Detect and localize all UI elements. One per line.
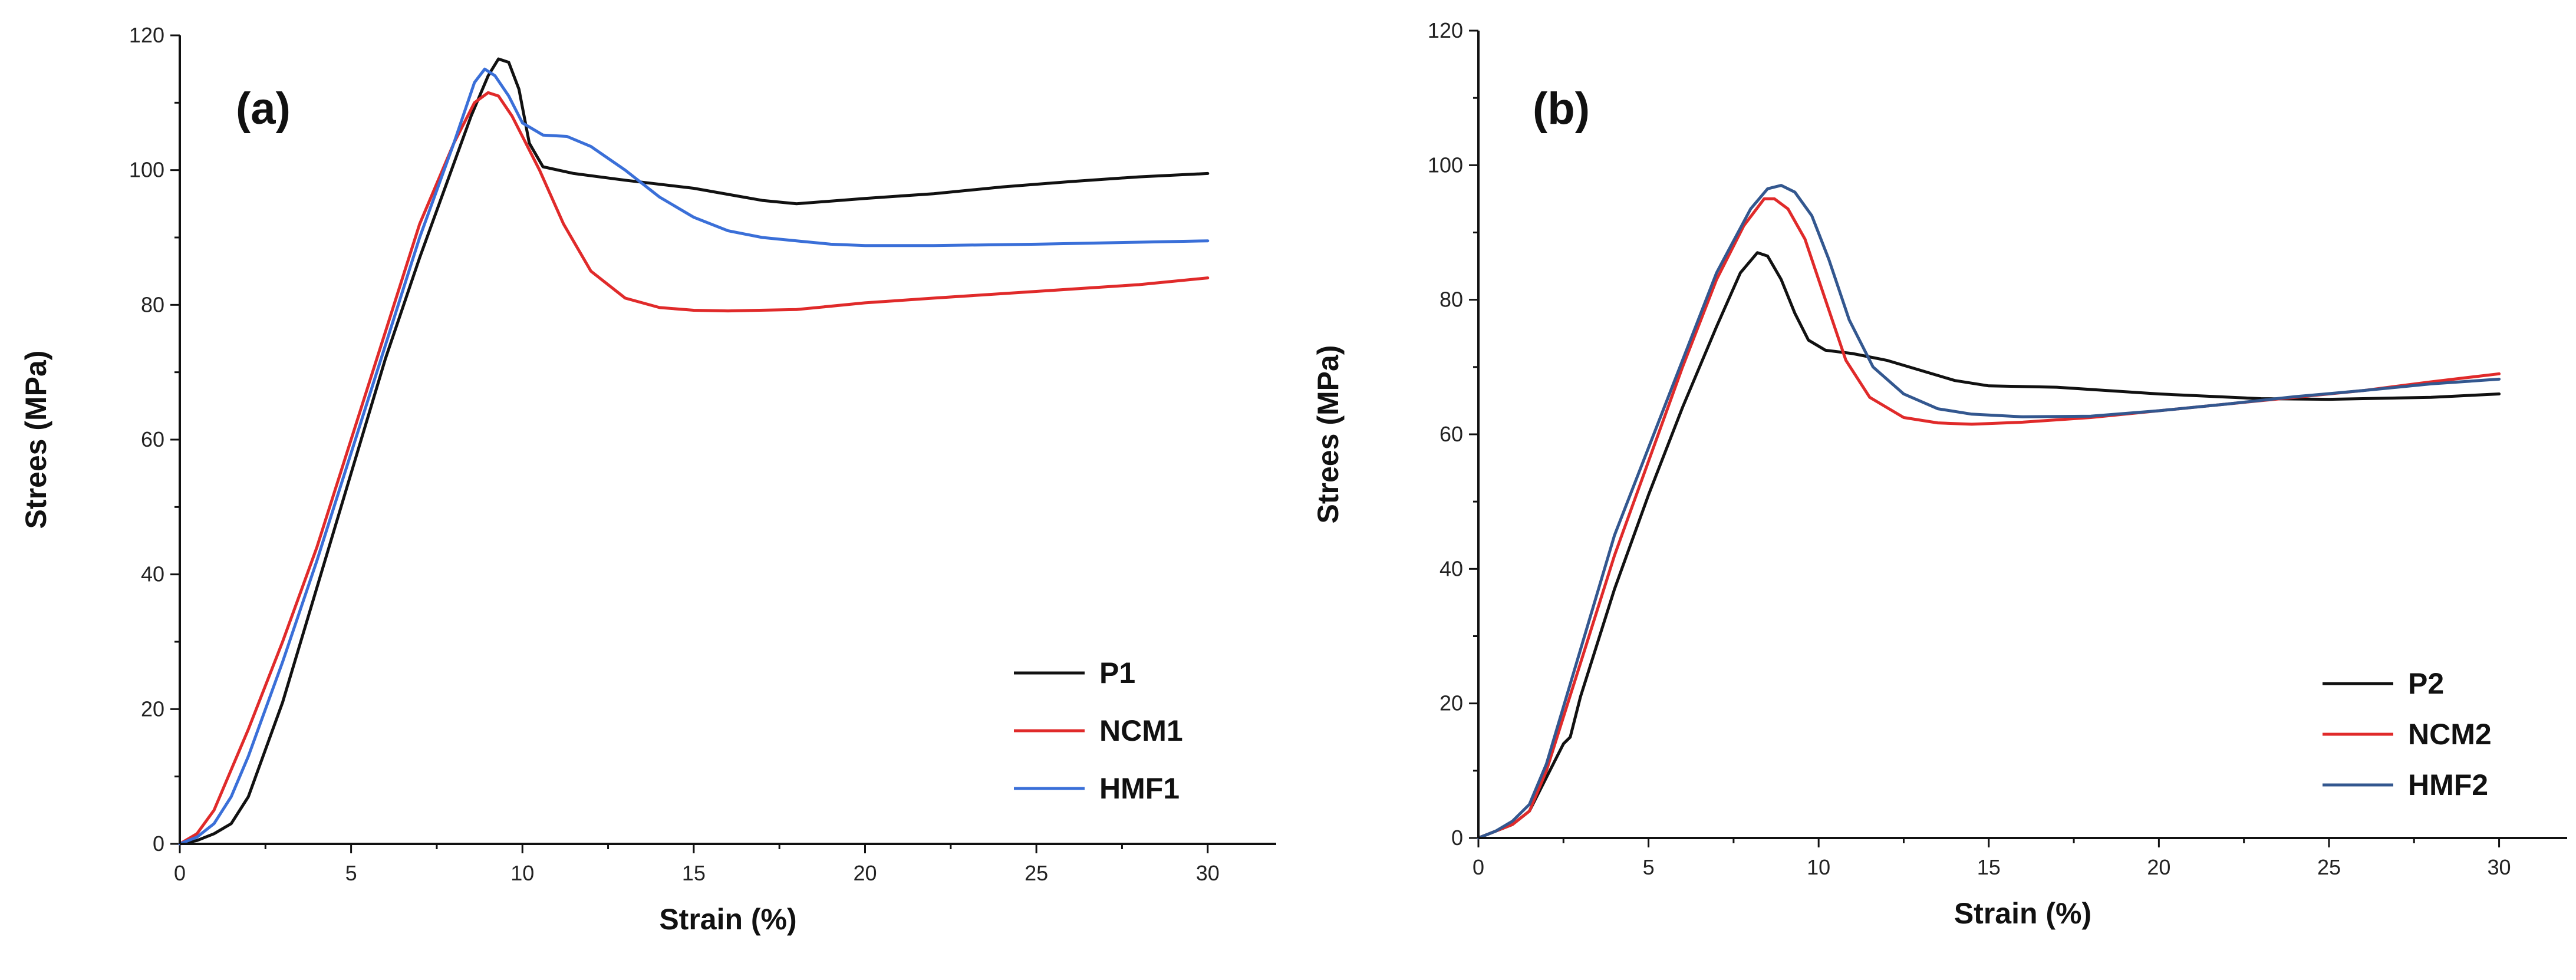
series-line-ncm2 — [1477, 197, 2501, 840]
y-tick-label: 100 — [129, 158, 164, 182]
y-tick-label: 40 — [1439, 556, 1463, 580]
y-tick-label: 60 — [141, 427, 164, 451]
x-tick-label: 25 — [1025, 861, 1048, 885]
x-tick-label: 30 — [1196, 861, 1220, 885]
x-axis-ticks: 0 5 10 15 20 25 30 — [1473, 838, 2511, 879]
x-tick-label: 30 — [2488, 855, 2511, 879]
x-tick-label: 20 — [2147, 855, 2170, 879]
y-axis-label: Strees (MPa) — [19, 351, 52, 529]
series-line-p1 — [178, 57, 1210, 846]
x-tick-label: 15 — [682, 861, 706, 885]
y-tick-label: 20 — [141, 697, 164, 721]
series-line-hmf1 — [178, 67, 1210, 846]
panel-label: (a) — [236, 84, 291, 134]
x-tick-label: 0 — [1473, 855, 1484, 879]
x-tick-label: 0 — [174, 861, 186, 885]
x-tick-label: 15 — [1977, 855, 2001, 879]
series-line-ncm1 — [178, 91, 1210, 846]
y-tick-label: 80 — [1439, 288, 1463, 312]
y-tick-label: 60 — [1439, 422, 1463, 446]
x-tick-label: 25 — [2317, 855, 2341, 879]
y-tick-label: 40 — [141, 562, 164, 586]
y-tick-label: 120 — [1428, 18, 1463, 42]
legend: P2 NCM2 HMF2 — [2323, 667, 2492, 801]
series-line-hmf2 — [1477, 184, 2501, 840]
legend-label-p2: P2 — [2408, 667, 2444, 700]
x-tick-label: 5 — [345, 861, 357, 885]
legend-label-ncm1: NCM1 — [1099, 714, 1183, 747]
chart-panel-b: 0 20 40 60 80 100 120 0 5 10 15 20 25 30 (b) Strees … — [1312, 18, 2567, 930]
chart-panel-a: 0 20 40 60 80 100 120 0 5 10 15 20 25 30 (a) Strees … — [19, 23, 1276, 936]
x-tick-label: 20 — [853, 861, 877, 885]
x-tick-label: 10 — [1807, 855, 1830, 879]
x-axis-label: Strain (%) — [659, 903, 796, 936]
y-axis-label: Strees (MPa) — [1312, 345, 1345, 524]
x-axis-ticks: 0 5 10 15 20 25 30 — [174, 844, 1220, 885]
series-lines — [178, 57, 1210, 846]
y-tick-label: 20 — [1439, 691, 1463, 715]
legend-label-hmf2: HMF2 — [2408, 768, 2488, 801]
panel-label: (b) — [1533, 84, 1590, 134]
legend-label-p1: P1 — [1099, 656, 1135, 689]
legend-label-ncm2: NCM2 — [2408, 718, 2492, 751]
x-tick-label: 5 — [1643, 855, 1655, 879]
y-tick-label: 100 — [1428, 153, 1463, 177]
y-tick-label: 80 — [141, 292, 164, 316]
y-axis-ticks: 0 20 40 60 80 100 120 — [129, 23, 180, 856]
x-axis-label: Strain (%) — [1954, 897, 2091, 930]
y-tick-label: 120 — [129, 23, 164, 47]
x-tick-label: 10 — [510, 861, 534, 885]
y-axis-ticks: 0 20 40 60 80 100 120 — [1428, 18, 1478, 850]
y-tick-label: 0 — [153, 831, 164, 856]
legend: P1 NCM1 HMF1 — [1014, 656, 1183, 805]
series-line-p2 — [1477, 251, 2501, 840]
y-tick-label: 0 — [1451, 826, 1463, 850]
legend-label-hmf1: HMF1 — [1099, 772, 1180, 805]
series-lines — [1477, 184, 2501, 840]
